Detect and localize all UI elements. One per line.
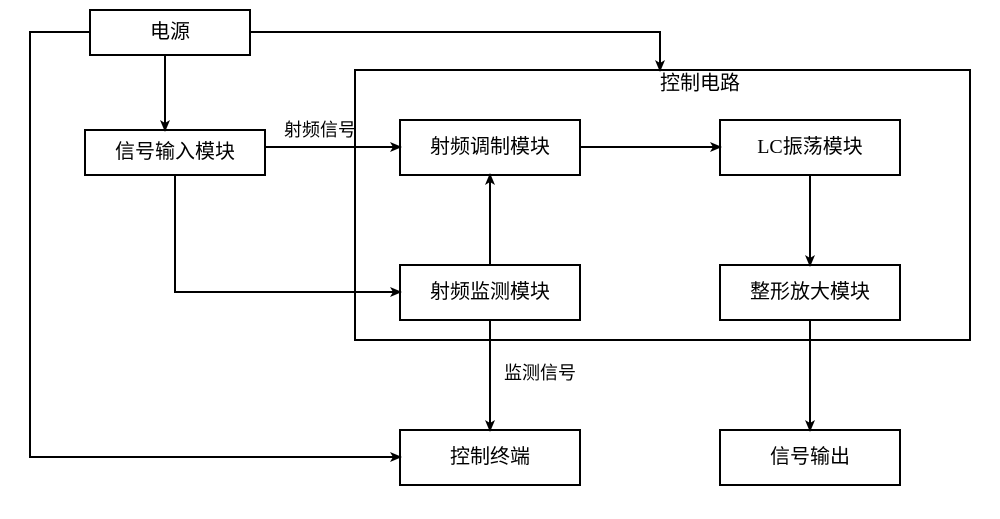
node-label-ctrl_term: 控制终端 [450, 445, 530, 468]
node-label-signal_in: 信号输入模块 [115, 140, 235, 163]
edge-label-rf_monitor-to-ctrl_term: 监测信号 [504, 363, 576, 383]
node-label-rf_monitor: 射频监测模块 [430, 280, 550, 303]
container-title-container: 控制电路 [660, 72, 740, 95]
node-label-rf_mod: 射频调制模块 [430, 135, 550, 158]
edge-power-to-container [250, 32, 660, 70]
edge-power-to-ctrl_term [30, 32, 400, 457]
node-label-shape_amp: 整形放大模块 [750, 280, 870, 303]
node-label-power: 电源 [150, 20, 190, 43]
node-label-signal_out: 信号输出 [770, 445, 850, 468]
edge-signal_in-to-rf_monitor [175, 175, 400, 292]
node-label-lc_osc: LC振荡模块 [757, 135, 863, 158]
edge-label-signal_in-to-rf_mod: 射频信号 [284, 120, 356, 140]
